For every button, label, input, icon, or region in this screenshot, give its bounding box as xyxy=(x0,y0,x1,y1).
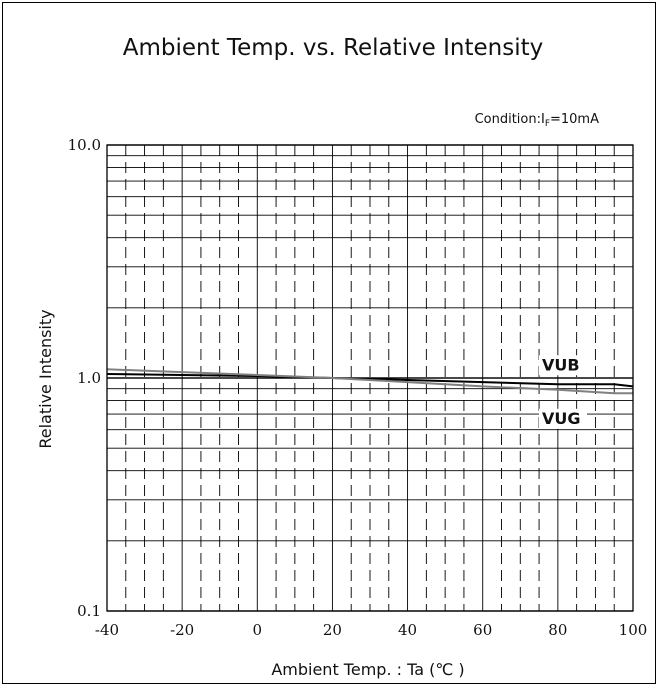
plot-border xyxy=(106,144,634,612)
chart-svg: Ambient Temp. vs. Relative Intensity Con… xyxy=(36,35,647,679)
series-label-vug: VUG xyxy=(542,409,581,428)
x-tick-label: 60 xyxy=(473,621,492,639)
y-tick-label: 10.0 xyxy=(68,136,101,154)
series-line-vub xyxy=(106,373,634,388)
y-axis-label: Relative Intensity xyxy=(36,309,55,448)
y-tick-label: 0.1 xyxy=(77,602,101,620)
x-tick-label: 40 xyxy=(398,621,417,639)
condition-label: Condition:IF=10mA xyxy=(475,112,600,129)
grid xyxy=(106,144,634,612)
plot-area-border xyxy=(106,144,634,612)
x-axis-label: Ambient Temp. : Ta (℃ ) xyxy=(271,660,464,679)
y-tick-label: 1.0 xyxy=(77,369,101,387)
series-line-vug xyxy=(106,368,633,395)
series-label-vub: VUB xyxy=(542,355,580,374)
series-label-bg xyxy=(539,408,587,429)
series-lines xyxy=(106,368,634,395)
x-tick-label: -20 xyxy=(170,621,194,639)
series-label-bg xyxy=(539,355,587,376)
x-tick-label: 20 xyxy=(323,621,342,639)
x-tick-label: 0 xyxy=(253,621,263,639)
x-tick-label: 100 xyxy=(619,621,648,639)
x-tick-label: -40 xyxy=(95,621,119,639)
y-tick-labels: 0.1 1.0 10.0 xyxy=(68,136,101,620)
x-tick-labels: -40 -20 0 20 40 60 80 100 xyxy=(95,621,647,639)
x-tick-label: 80 xyxy=(548,621,567,639)
series-labels: VUB VUG xyxy=(539,355,587,429)
chart-title: Ambient Temp. vs. Relative Intensity xyxy=(123,35,544,61)
